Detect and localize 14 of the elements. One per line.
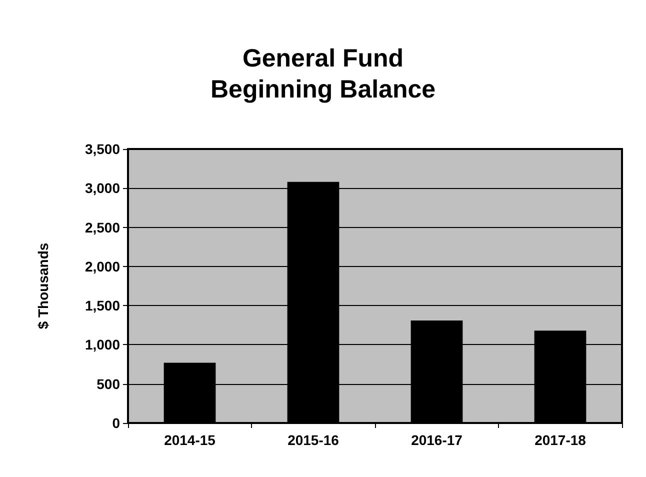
x-tick-label: 2016-17	[411, 432, 463, 448]
y-tick-label: 500	[96, 376, 120, 392]
y-tick-label: 0	[112, 415, 120, 431]
y-tick-label: 2,000	[84, 258, 120, 274]
y-tick-label: 2,500	[84, 219, 120, 236]
y-tick-label: 3,500	[84, 141, 120, 157]
y-tick-label: 3,000	[84, 180, 120, 196]
y-axis-title: $ Thousands	[35, 242, 51, 330]
chart-title: General Fund Beginning Balance	[210, 44, 436, 104]
y-tick-label: 1,000	[84, 336, 120, 353]
y-tick-label: 1,500	[84, 298, 120, 314]
x-tick-label: 2017-18	[534, 432, 586, 448]
x-tick-label: 2014-15	[164, 432, 216, 448]
x-tick-label: 2015-16	[288, 432, 340, 448]
